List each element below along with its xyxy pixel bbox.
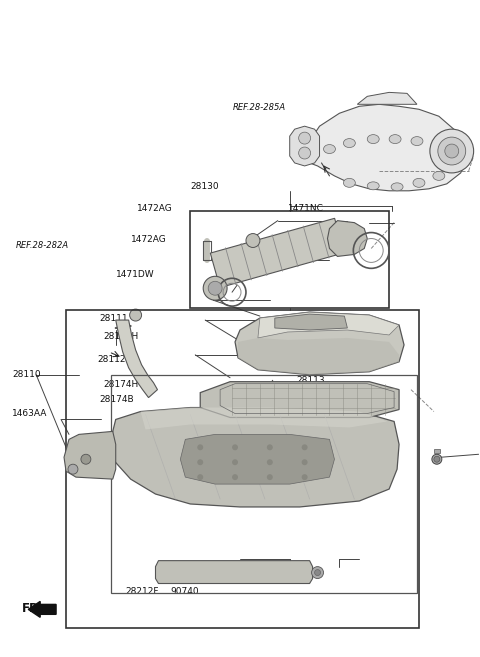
Circle shape: [267, 459, 273, 465]
Text: 28171: 28171: [362, 420, 390, 430]
Circle shape: [232, 459, 238, 465]
Text: 28113: 28113: [296, 376, 325, 385]
Circle shape: [301, 459, 308, 465]
Circle shape: [232, 444, 238, 450]
Circle shape: [314, 570, 321, 576]
Text: 1472AG: 1472AG: [137, 204, 173, 214]
Circle shape: [299, 147, 311, 159]
Text: REF.28-285A: REF.28-285A: [233, 103, 286, 112]
Circle shape: [81, 454, 91, 464]
Circle shape: [301, 444, 308, 450]
Text: 1463AA: 1463AA: [12, 409, 47, 418]
Polygon shape: [238, 338, 399, 374]
Bar: [434, 449, 440, 453]
Circle shape: [232, 474, 238, 480]
Circle shape: [197, 474, 203, 480]
Text: 1471NC: 1471NC: [288, 204, 324, 214]
Bar: [111, 374, 417, 593]
Polygon shape: [180, 434, 335, 484]
Text: 28161: 28161: [272, 469, 300, 478]
Circle shape: [197, 444, 203, 450]
Text: 28212F: 28212F: [125, 587, 159, 596]
Text: FR.: FR.: [22, 602, 43, 614]
FancyArrow shape: [28, 601, 56, 618]
Circle shape: [432, 454, 442, 464]
Ellipse shape: [413, 178, 425, 187]
Circle shape: [203, 277, 227, 300]
Polygon shape: [156, 560, 312, 583]
Polygon shape: [111, 407, 399, 507]
Circle shape: [208, 281, 222, 295]
Text: 28112: 28112: [98, 355, 126, 365]
Circle shape: [438, 137, 466, 165]
Text: 1472AG: 1472AG: [131, 235, 167, 244]
Polygon shape: [210, 218, 344, 288]
Polygon shape: [235, 312, 404, 374]
Ellipse shape: [367, 135, 379, 144]
Polygon shape: [300, 104, 467, 191]
Circle shape: [68, 464, 78, 474]
Text: 28174H: 28174H: [103, 380, 138, 388]
Ellipse shape: [411, 137, 423, 146]
Text: 28110: 28110: [12, 370, 40, 378]
Ellipse shape: [343, 178, 355, 187]
Circle shape: [299, 132, 311, 144]
Polygon shape: [275, 314, 348, 330]
Text: REF.28-282A: REF.28-282A: [16, 241, 69, 250]
Ellipse shape: [324, 145, 336, 154]
Circle shape: [434, 456, 440, 463]
Polygon shape: [200, 382, 399, 417]
Circle shape: [197, 459, 203, 465]
Text: 90740: 90740: [171, 587, 199, 596]
Ellipse shape: [391, 183, 403, 191]
Circle shape: [267, 444, 273, 450]
Circle shape: [312, 566, 324, 579]
Text: 28174B: 28174B: [99, 395, 134, 403]
Circle shape: [445, 144, 459, 158]
Circle shape: [267, 474, 273, 480]
Polygon shape: [64, 432, 116, 479]
Text: 28160B: 28160B: [272, 486, 306, 494]
Ellipse shape: [367, 182, 379, 190]
Circle shape: [130, 309, 142, 321]
Text: 28111: 28111: [99, 313, 128, 323]
Polygon shape: [141, 407, 387, 430]
Text: 28174H: 28174H: [103, 332, 138, 342]
Circle shape: [301, 474, 308, 480]
Polygon shape: [357, 93, 417, 104]
Ellipse shape: [431, 145, 443, 154]
Polygon shape: [116, 320, 157, 397]
Ellipse shape: [442, 159, 452, 167]
Circle shape: [246, 233, 260, 248]
Circle shape: [430, 129, 474, 173]
Polygon shape: [327, 221, 367, 256]
Ellipse shape: [343, 139, 355, 148]
Polygon shape: [258, 312, 399, 338]
Polygon shape: [290, 126, 320, 166]
Text: 1471DW: 1471DW: [116, 270, 155, 279]
Text: 28130: 28130: [190, 181, 218, 191]
Ellipse shape: [389, 135, 401, 144]
Ellipse shape: [433, 171, 445, 181]
Bar: [66, 310, 419, 628]
Bar: [190, 211, 389, 308]
